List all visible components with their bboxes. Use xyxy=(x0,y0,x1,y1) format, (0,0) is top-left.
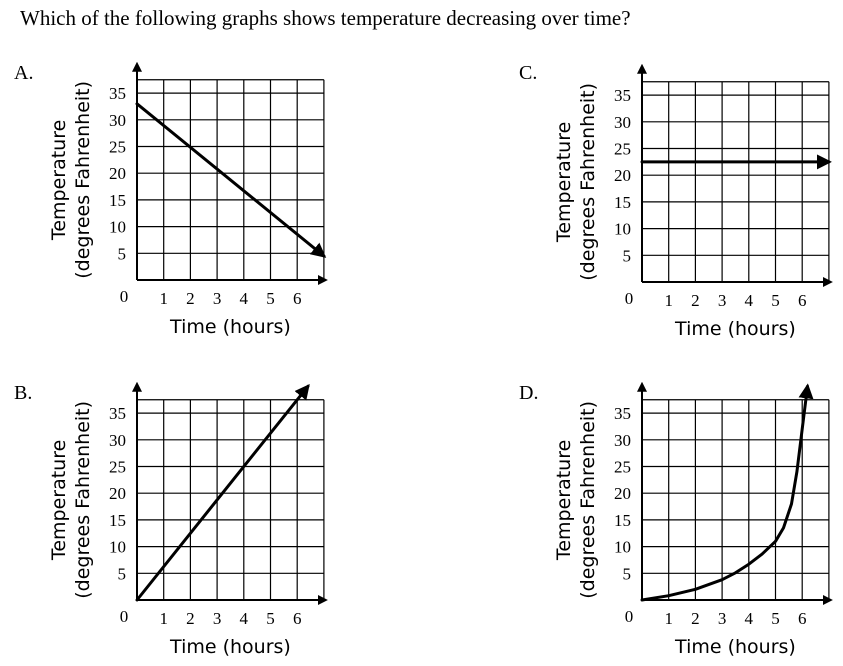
option-d-label[interactable]: D. xyxy=(519,382,539,404)
y-tick-label: 5 xyxy=(118,564,127,583)
y-tick-label: 5 xyxy=(118,244,127,263)
y-tick-label: 35 xyxy=(614,86,631,105)
x-tick-label: 1 xyxy=(664,291,673,310)
y-tick-label: 30 xyxy=(109,431,126,450)
x-tick-label: 1 xyxy=(159,609,168,628)
y-tick-label: 15 xyxy=(614,193,631,212)
y-tick-label: 15 xyxy=(614,511,631,530)
y-tick-label: 25 xyxy=(109,458,126,477)
x-tick-label: 1 xyxy=(159,289,168,308)
y-tick-label: 20 xyxy=(614,166,631,185)
x-tick-label: 5 xyxy=(771,291,780,310)
y-tick-label: 20 xyxy=(614,484,631,503)
y-axis-label: (degrees Fahrenheit) xyxy=(577,83,599,281)
y-tick-label: 30 xyxy=(614,113,631,132)
y-axis-label: Temperature xyxy=(553,122,575,243)
x-tick-label: 3 xyxy=(213,609,222,628)
y-tick-label: 10 xyxy=(614,538,631,557)
series-line xyxy=(135,102,327,258)
origin-label: 0 xyxy=(625,289,634,308)
y-tick-label: 25 xyxy=(614,140,631,159)
y-tick-label: 10 xyxy=(614,220,631,239)
x-tick-label: 6 xyxy=(798,609,807,628)
x-tick-label: 2 xyxy=(691,609,700,628)
x-tick-label: 6 xyxy=(293,289,302,308)
y-axis-label: (degrees Fahrenheit) xyxy=(72,81,94,279)
y-tick-label: 10 xyxy=(109,538,126,557)
x-tick-label: 4 xyxy=(240,289,249,308)
y-tick-label: 30 xyxy=(614,431,631,450)
y-tick-label: 20 xyxy=(109,164,126,183)
x-tick-label: 3 xyxy=(213,289,222,308)
y-tick-label: 5 xyxy=(623,564,632,583)
option-b-label[interactable]: B. xyxy=(14,382,33,404)
series-line xyxy=(135,384,310,602)
x-tick-label: 5 xyxy=(266,289,275,308)
origin-label: 0 xyxy=(625,607,634,626)
x-tick-label: 6 xyxy=(798,291,807,310)
x-tick-label: 6 xyxy=(293,609,302,628)
y-axis-label: (degrees Fahrenheit) xyxy=(72,401,94,599)
y-tick-label: 20 xyxy=(109,484,126,503)
x-axis-label: Time (hours) xyxy=(674,318,796,340)
y-axis-label: Temperature xyxy=(48,120,70,241)
y-tick-label: 30 xyxy=(109,111,126,130)
x-axis-label: Time (hours) xyxy=(169,636,291,658)
y-tick-label: 15 xyxy=(109,511,126,530)
x-tick-label: 4 xyxy=(745,609,754,628)
x-tick-label: 5 xyxy=(771,609,780,628)
question-text: Which of the following graphs shows temp… xyxy=(20,6,631,30)
x-tick-label: 2 xyxy=(691,291,700,310)
y-axis-label: Temperature xyxy=(48,440,70,561)
option-c-label[interactable]: C. xyxy=(519,62,538,84)
x-axis-label: Time (hours) xyxy=(169,316,291,338)
y-tick-label: 35 xyxy=(614,404,631,423)
x-tick-label: 2 xyxy=(186,289,195,308)
x-tick-label: 3 xyxy=(718,609,727,628)
x-tick-label: 4 xyxy=(240,609,249,628)
y-tick-label: 35 xyxy=(109,84,126,103)
origin-label: 0 xyxy=(120,607,129,626)
y-tick-label: 10 xyxy=(109,218,126,237)
y-tick-label: 15 xyxy=(109,191,126,210)
x-tick-label: 1 xyxy=(664,609,673,628)
y-tick-label: 35 xyxy=(109,404,126,423)
option-a-label[interactable]: A. xyxy=(14,62,34,84)
y-tick-label: 25 xyxy=(109,138,126,157)
y-axis-label: Temperature xyxy=(553,440,575,561)
origin-label: 0 xyxy=(120,287,129,306)
x-tick-label: 5 xyxy=(266,609,275,628)
x-tick-label: 4 xyxy=(745,291,754,310)
x-tick-label: 2 xyxy=(186,609,195,628)
x-tick-label: 3 xyxy=(718,291,727,310)
y-tick-label: 5 xyxy=(623,246,632,265)
x-axis-label: Time (hours) xyxy=(674,636,796,658)
series-line xyxy=(640,383,814,602)
y-tick-label: 25 xyxy=(614,458,631,477)
y-axis-label: (degrees Fahrenheit) xyxy=(577,401,599,599)
